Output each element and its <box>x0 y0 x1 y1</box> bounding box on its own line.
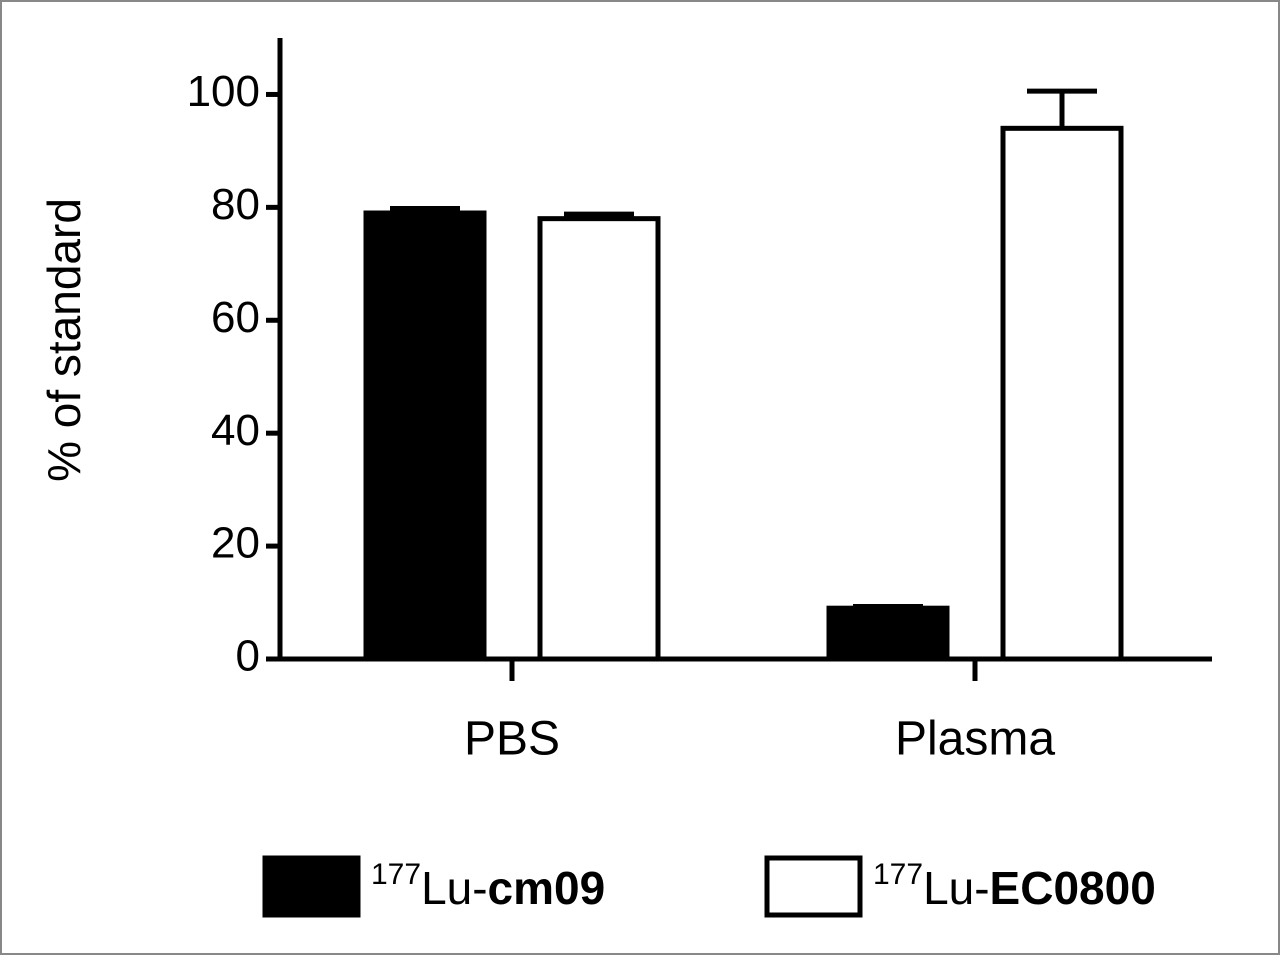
y-tick-label: 60 <box>211 293 260 342</box>
bar <box>363 210 487 662</box>
y-tick-label: 40 <box>211 406 260 455</box>
x-tick-label: Plasma <box>895 713 1055 766</box>
bar <box>537 216 661 662</box>
y-tick-label: 100 <box>187 67 260 116</box>
y-axis-label: % of standard <box>38 198 90 482</box>
legend-swatch <box>764 855 863 918</box>
y-tick-label: 80 <box>211 180 260 229</box>
bar <box>1000 125 1124 662</box>
y-tick-label: 0 <box>236 632 260 681</box>
legend-swatch <box>262 855 361 918</box>
y-tick-label: 20 <box>211 519 260 568</box>
legend-label: 177Lu-cm09 <box>371 858 605 914</box>
bar <box>826 605 950 662</box>
legend-label: 177Lu-EC0800 <box>873 858 1156 914</box>
x-tick-label: PBS <box>464 713 560 766</box>
